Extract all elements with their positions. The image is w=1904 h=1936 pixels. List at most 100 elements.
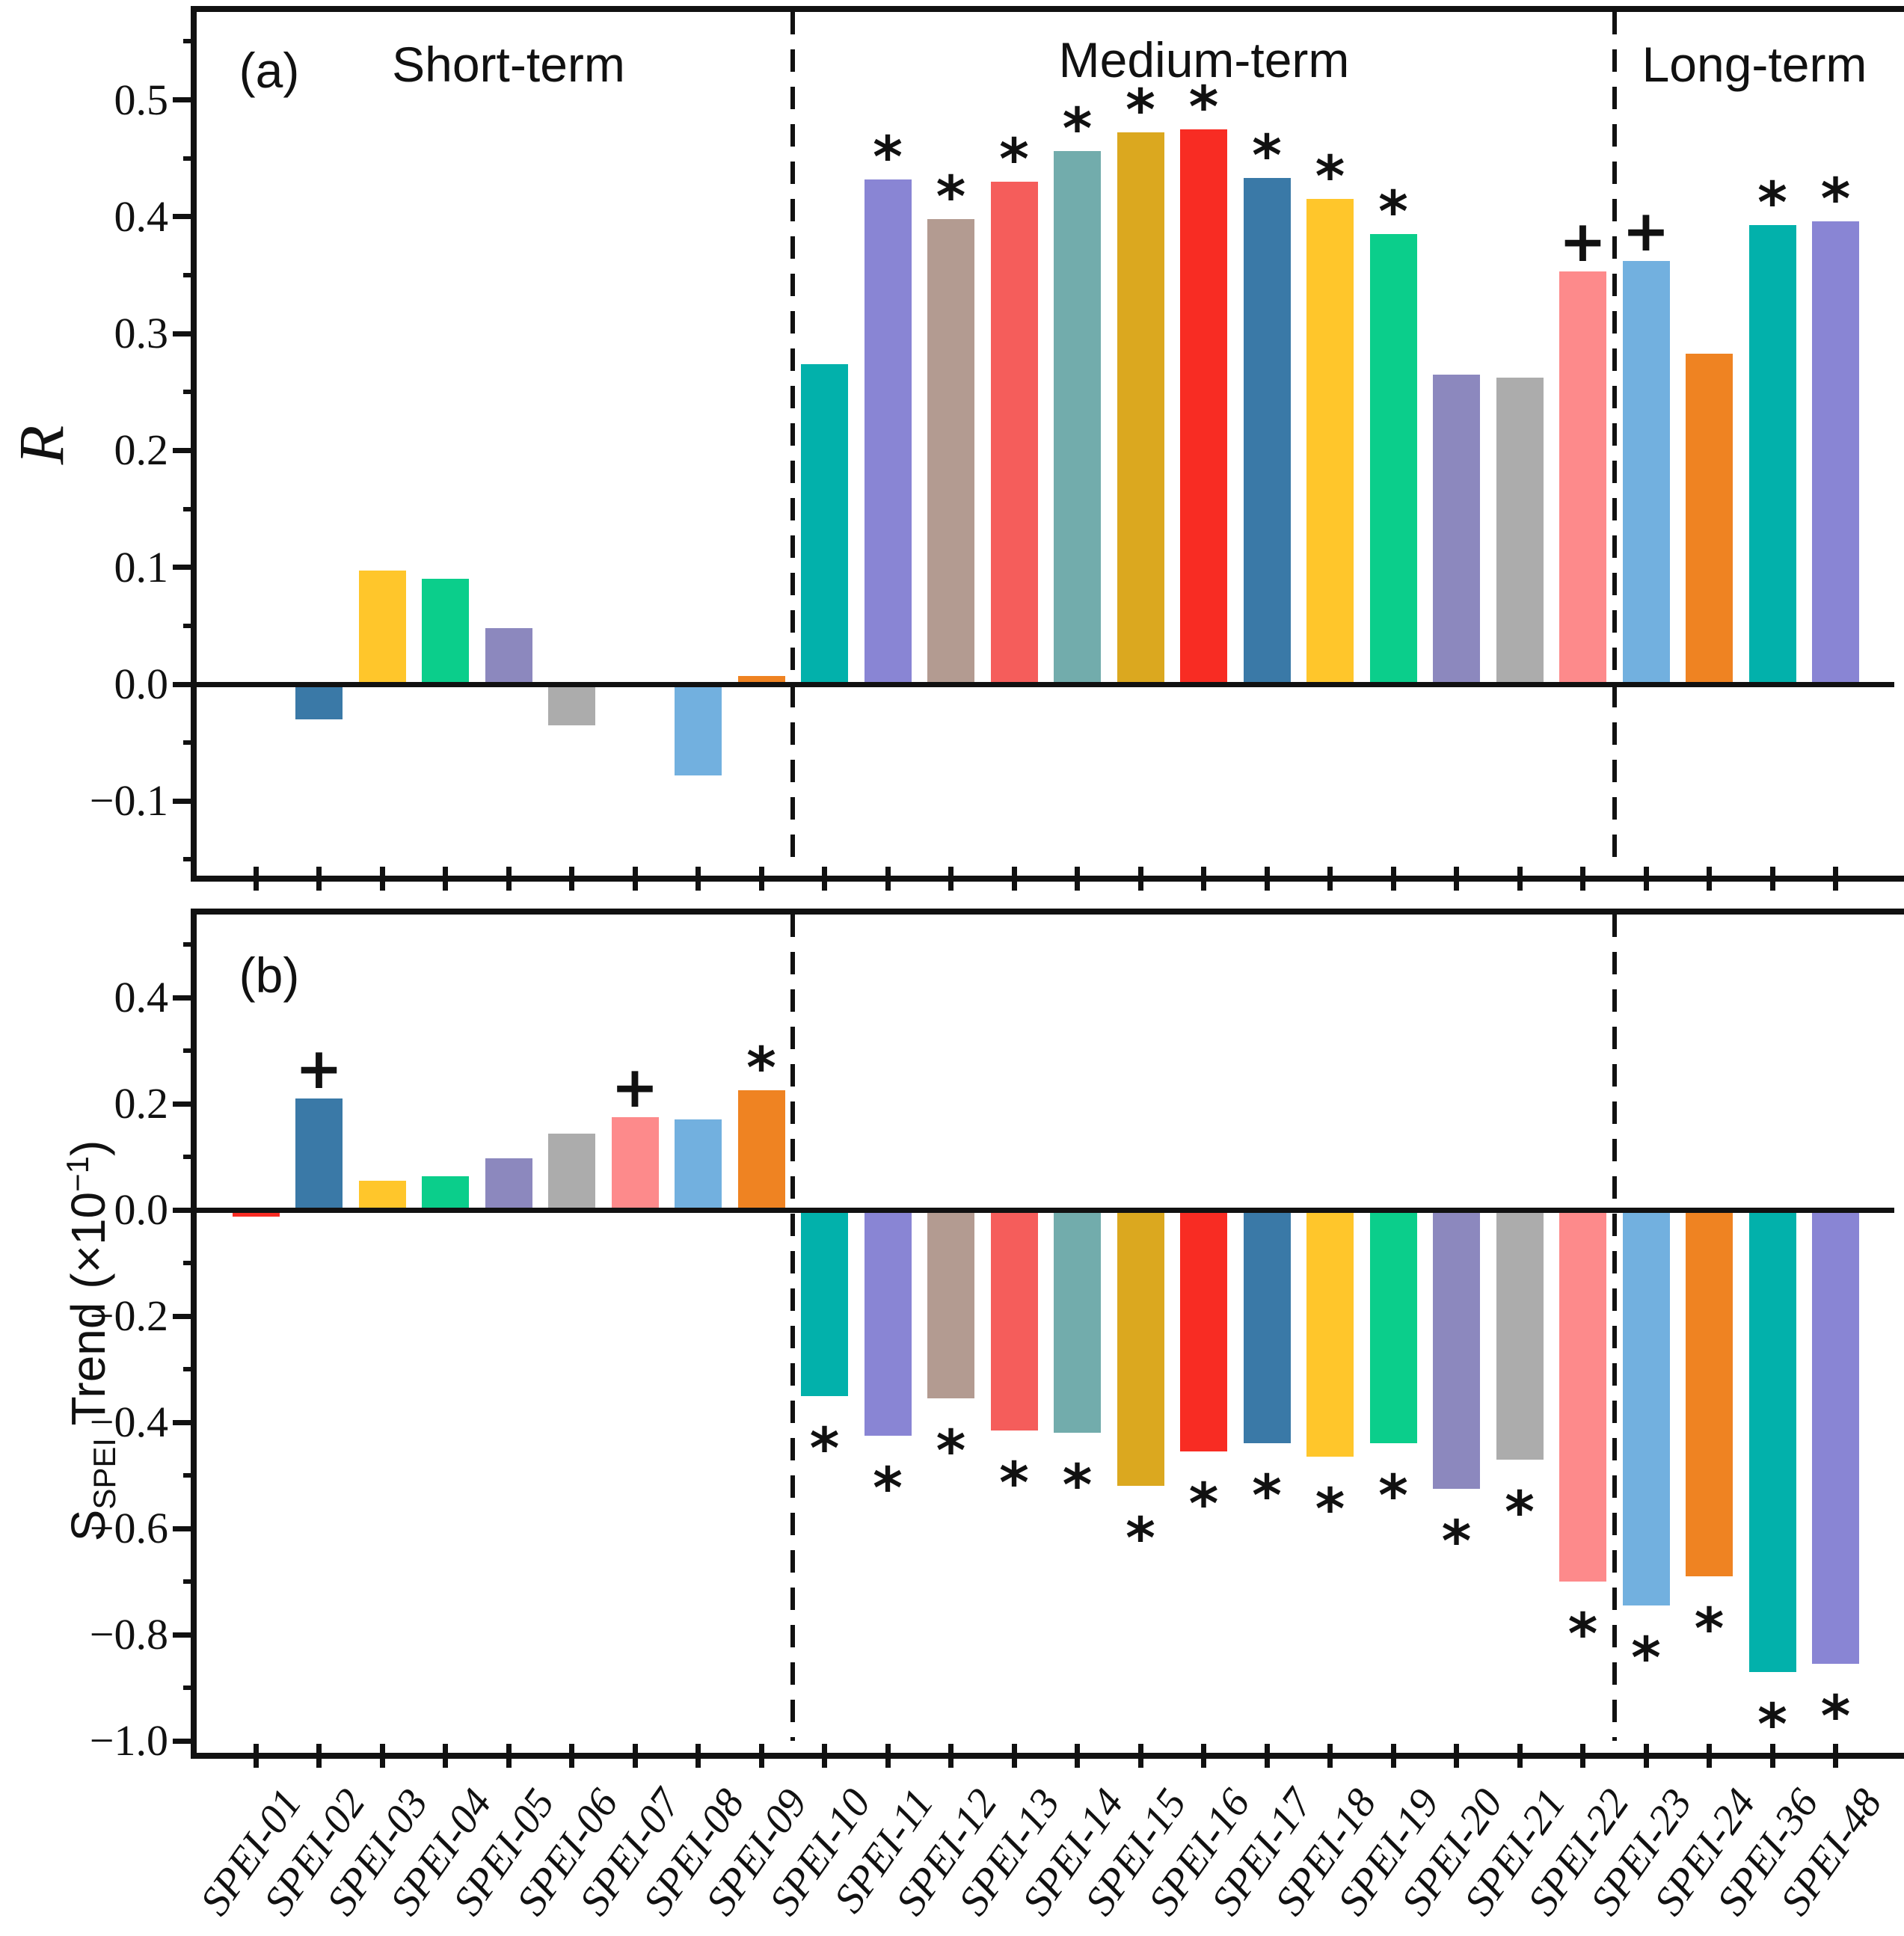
x-tick-SPEI-19-panel-b: [1390, 1744, 1396, 1768]
bar-SPEI-20-panel-b: [1433, 1210, 1480, 1489]
bar-SPEI-16-panel-b: [1180, 1210, 1227, 1452]
y-major-tick-panel-b: [173, 1419, 197, 1425]
y-major-tick-panel-b: [173, 1101, 197, 1107]
significance-marker-SPEI-18-panel-a: *: [1315, 143, 1345, 210]
x-tick-SPEI-12-panel-b: [948, 1744, 953, 1768]
bar-SPEI-36-panel-a: [1748, 224, 1796, 684]
y-minor-tick-panel-a: [183, 740, 197, 746]
bar-SPEI-36-panel-b: [1748, 1210, 1796, 1672]
significance-marker-SPEI-11-panel-a: *: [873, 123, 903, 190]
y-minor-tick-panel-b: [183, 1367, 197, 1371]
panel-a-letter: (a): [239, 43, 300, 98]
y-minor-tick-panel-b: [183, 942, 197, 947]
bar-SPEI-17-panel-a: [1243, 178, 1291, 684]
y-minor-tick-panel-a: [183, 506, 197, 511]
x-tick-SPEI-18-panel-b: [1327, 1744, 1333, 1768]
bar-SPEI-07-panel-b: [611, 1116, 659, 1210]
significance-marker-SPEI-17-panel-a: *: [1252, 122, 1282, 189]
bar-SPEI-14-panel-a: [1054, 151, 1101, 684]
x-tick-SPEI-22-panel-b: [1580, 1744, 1585, 1768]
bar-SPEI-22-panel-a: [1559, 271, 1606, 684]
bar-SPEI-08-panel-b: [675, 1119, 722, 1210]
significance-marker-SPEI-09-panel-b: *: [746, 1034, 776, 1101]
section-header-medium-term: Medium-term: [1058, 32, 1350, 87]
x-tick-SPEI-21-panel-b: [1517, 1744, 1523, 1768]
significance-marker-SPEI-16-panel-b: *: [1188, 1470, 1219, 1537]
bar-SPEI-18-panel-b: [1306, 1210, 1354, 1457]
y-minor-tick-panel-a: [183, 39, 197, 44]
x-tick-SPEI-10-panel-b: [822, 1744, 827, 1768]
section-header-short-term: Short-term: [392, 37, 625, 92]
y-minor-tick-panel-a: [183, 623, 197, 628]
x-tick-SPEI-20-panel-a: [1454, 867, 1459, 891]
x-tick-SPEI-08-panel-b: [695, 1744, 701, 1768]
bar-SPEI-04-panel-b: [422, 1176, 469, 1210]
x-tick-SPEI-20-panel-b: [1454, 1744, 1459, 1768]
y-major-tick-panel-a: [173, 681, 197, 687]
x-tick-SPEI-15-panel-a: [1137, 867, 1143, 891]
y-major-tick-panel-b: [173, 995, 197, 1001]
y-tick-label-panel-b: 0.2: [114, 1079, 169, 1128]
significance-marker-SPEI-23-panel-b: *: [1631, 1623, 1661, 1691]
significance-marker-SPEI-20-panel-b: *: [1441, 1507, 1472, 1574]
x-tick-SPEI-05-panel-a: [506, 867, 512, 891]
x-tick-SPEI-16-panel-b: [1201, 1744, 1206, 1768]
y-minor-tick-panel-a: [183, 272, 197, 277]
x-tick-SPEI-24-panel-a: [1707, 867, 1712, 891]
bar-SPEI-10-panel-b: [801, 1210, 848, 1396]
significance-marker-SPEI-24-panel-b: *: [1694, 1594, 1725, 1662]
bar-SPEI-03-panel-b: [358, 1180, 406, 1210]
x-tick-SPEI-08-panel-a: [695, 867, 701, 891]
bar-SPEI-18-panel-a: [1306, 199, 1354, 684]
x-tick-SPEI-15-panel-b: [1137, 1744, 1143, 1768]
y-major-tick-panel-a: [173, 97, 197, 102]
significance-marker-SPEI-02-panel-b: +: [295, 1034, 343, 1101]
y-tick-label-panel-b: −0.2: [89, 1291, 168, 1340]
y-tick-label-panel-b: −0.6: [89, 1504, 168, 1552]
significance-marker-SPEI-16-panel-a: *: [1188, 73, 1219, 140]
significance-marker-SPEI-48-panel-b: *: [1820, 1683, 1851, 1750]
bar-SPEI-19-panel-b: [1369, 1210, 1417, 1444]
significance-marker-SPEI-21-panel-b: *: [1505, 1478, 1535, 1545]
x-tick-SPEI-13-panel-a: [1011, 867, 1017, 891]
bar-SPEI-17-panel-b: [1243, 1210, 1291, 1444]
y-major-tick-panel-a: [173, 565, 197, 571]
y-major-tick-panel-b: [173, 1313, 197, 1319]
x-tick-SPEI-19-panel-a: [1390, 867, 1396, 891]
y-minor-tick-panel-b: [183, 1261, 197, 1265]
x-tick-SPEI-21-panel-a: [1517, 867, 1523, 891]
y-tick-label-panel-b: 0.0: [114, 1185, 169, 1234]
section-divider-panel-b: [1612, 915, 1617, 1741]
significance-marker-SPEI-11-panel-b: *: [873, 1454, 903, 1521]
bar-SPEI-15-panel-a: [1117, 132, 1164, 684]
x-tick-SPEI-09-panel-a: [758, 867, 764, 891]
y-tick-label-panel-a: 0.4: [114, 191, 169, 241]
bar-SPEI-01-panel-b: [232, 1210, 280, 1217]
y-minor-tick-panel-a: [183, 390, 197, 395]
significance-marker-SPEI-22-panel-a: +: [1558, 208, 1607, 275]
significance-marker-SPEI-13-panel-b: *: [999, 1448, 1029, 1516]
bar-SPEI-09-panel-a: [737, 676, 785, 684]
significance-marker-SPEI-15-panel-b: *: [1125, 1505, 1155, 1572]
bar-SPEI-24-panel-b: [1686, 1210, 1733, 1576]
y-minor-tick-panel-b: [183, 1579, 197, 1584]
x-tick-SPEI-09-panel-b: [758, 1744, 764, 1768]
x-tick-SPEI-02-panel-b: [316, 1744, 322, 1768]
y-major-tick-panel-a: [173, 447, 197, 453]
bar-SPEI-13-panel-b: [990, 1210, 1038, 1431]
bar-SPEI-14-panel-b: [1054, 1210, 1101, 1433]
significance-marker-SPEI-23-panel-a: +: [1622, 197, 1670, 265]
y-tick-label-panel-b: −0.8: [89, 1610, 168, 1659]
x-tick-SPEI-17-panel-b: [1264, 1744, 1270, 1768]
x-tick-SPEI-06-panel-b: [569, 1744, 574, 1768]
section-header-long-term: Long-term: [1642, 37, 1867, 92]
y-minor-tick-panel-b: [183, 1155, 197, 1159]
y-major-tick-panel-a: [173, 331, 197, 337]
significance-marker-SPEI-14-panel-a: *: [1062, 95, 1093, 162]
x-tick-SPEI-01-panel-a: [253, 867, 259, 891]
significance-marker-SPEI-22-panel-b: *: [1567, 1600, 1598, 1667]
x-tick-SPEI-22-panel-a: [1580, 867, 1585, 891]
bar-SPEI-09-panel-b: [737, 1090, 785, 1210]
bar-SPEI-05-panel-b: [485, 1158, 532, 1210]
